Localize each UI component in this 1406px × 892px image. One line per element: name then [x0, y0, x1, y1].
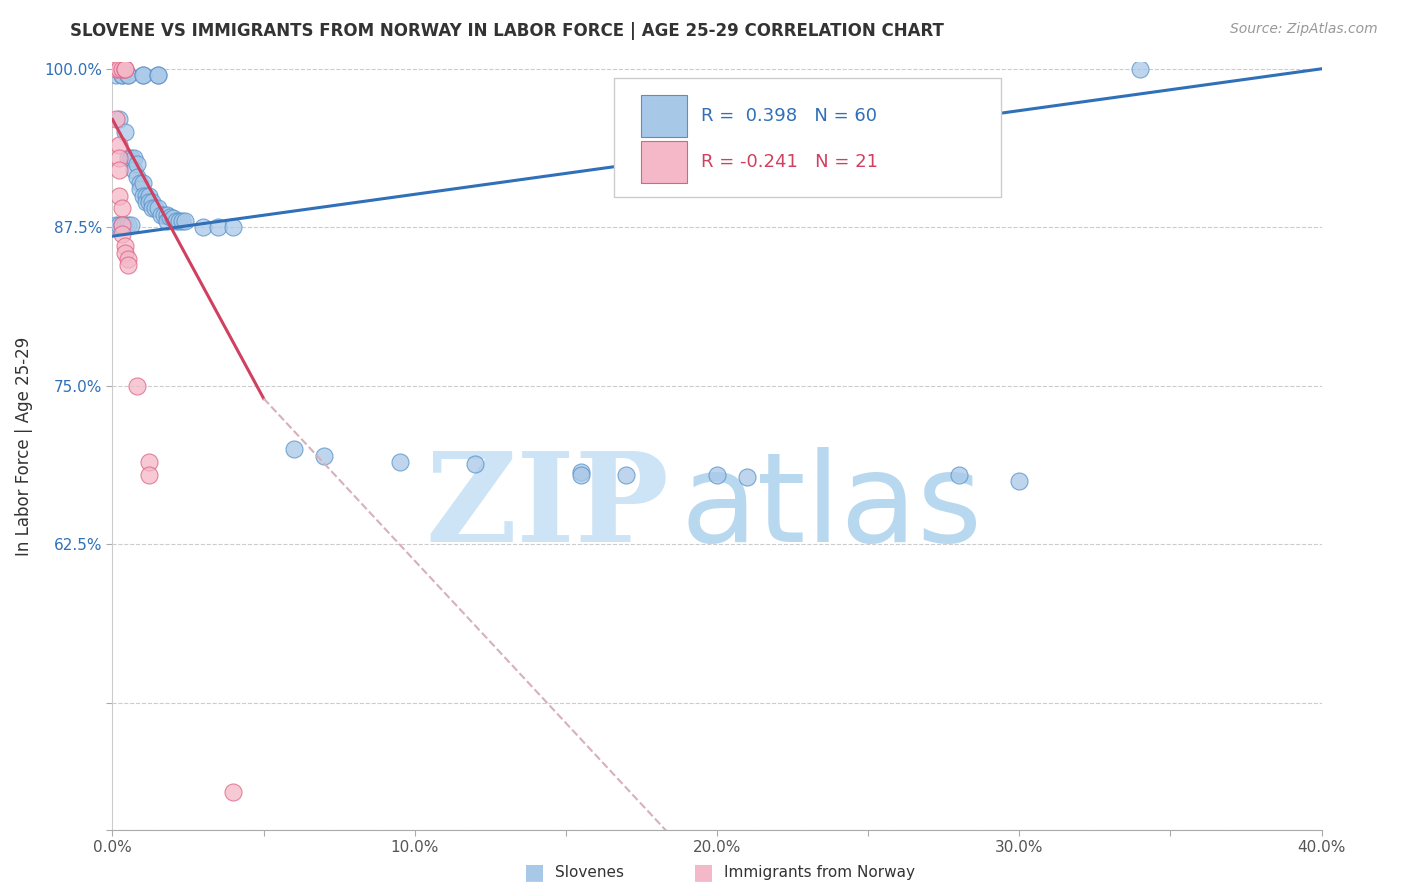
- Point: [117, 68, 139, 82]
- Point: [110, 68, 132, 82]
- Bar: [641, 141, 686, 183]
- Point: [138, 455, 160, 469]
- Point: [948, 467, 970, 482]
- Point: [132, 188, 155, 202]
- Point: [207, 220, 229, 235]
- Point: [167, 214, 190, 228]
- Point: [110, 227, 132, 241]
- Point: [141, 194, 163, 209]
- Point: [569, 467, 592, 482]
- Point: [388, 455, 411, 469]
- Point: [128, 176, 150, 190]
- Point: [110, 201, 132, 215]
- Point: [107, 151, 129, 165]
- Point: [128, 182, 150, 196]
- Point: [107, 188, 129, 202]
- Point: [314, 449, 336, 463]
- Point: [706, 467, 728, 482]
- Point: [283, 442, 305, 457]
- Point: [107, 62, 129, 76]
- Point: [120, 218, 142, 232]
- Point: [135, 188, 157, 202]
- Point: [117, 258, 139, 272]
- Point: [114, 239, 136, 253]
- Point: [114, 218, 136, 232]
- Text: SLOVENE VS IMMIGRANTS FROM NORWAY IN LABOR FORCE | AGE 25-29 CORRELATION CHART: SLOVENE VS IMMIGRANTS FROM NORWAY IN LAB…: [70, 22, 945, 40]
- Point: [146, 68, 169, 82]
- Bar: [641, 95, 686, 137]
- Point: [104, 68, 127, 82]
- Point: [162, 211, 184, 226]
- Point: [125, 169, 148, 184]
- Point: [143, 201, 166, 215]
- Point: [191, 220, 214, 235]
- Point: [222, 784, 245, 798]
- Text: Slovenes: Slovenes: [555, 865, 624, 880]
- Point: [107, 163, 129, 178]
- Point: [104, 112, 127, 127]
- Text: R = -0.241   N = 21: R = -0.241 N = 21: [702, 153, 879, 171]
- Point: [107, 137, 129, 152]
- Text: ■: ■: [524, 863, 544, 882]
- Point: [117, 218, 139, 232]
- Point: [107, 218, 129, 232]
- Point: [114, 62, 136, 76]
- Point: [125, 157, 148, 171]
- Text: Immigrants from Norway: Immigrants from Norway: [724, 865, 915, 880]
- Point: [146, 68, 169, 82]
- Point: [104, 62, 127, 76]
- Point: [616, 467, 638, 482]
- Point: [114, 125, 136, 139]
- Point: [153, 208, 176, 222]
- Point: [132, 176, 155, 190]
- Point: [114, 245, 136, 260]
- Point: [110, 218, 132, 232]
- Point: [117, 252, 139, 266]
- Text: ■: ■: [693, 863, 713, 882]
- Point: [141, 201, 163, 215]
- Point: [114, 62, 136, 76]
- Point: [138, 194, 160, 209]
- Text: ZIP: ZIP: [425, 447, 669, 568]
- Point: [138, 188, 160, 202]
- Point: [464, 458, 486, 472]
- Point: [110, 62, 132, 76]
- Point: [156, 214, 179, 228]
- Point: [165, 214, 187, 228]
- Point: [110, 218, 132, 232]
- Point: [122, 163, 145, 178]
- Point: [156, 208, 179, 222]
- Point: [122, 151, 145, 165]
- Point: [149, 208, 172, 222]
- Point: [1008, 474, 1031, 488]
- Point: [569, 465, 592, 479]
- Point: [737, 470, 759, 484]
- Text: R =  0.398   N = 60: R = 0.398 N = 60: [702, 107, 877, 125]
- Point: [174, 214, 197, 228]
- Point: [146, 201, 169, 215]
- Point: [132, 68, 155, 82]
- Point: [120, 151, 142, 165]
- Point: [159, 210, 181, 224]
- Point: [117, 68, 139, 82]
- Y-axis label: In Labor Force | Age 25-29: In Labor Force | Age 25-29: [15, 336, 32, 556]
- Point: [138, 467, 160, 482]
- Point: [1129, 62, 1152, 76]
- Point: [170, 214, 193, 228]
- FancyBboxPatch shape: [614, 78, 1001, 197]
- Point: [132, 68, 155, 82]
- Point: [104, 218, 127, 232]
- Point: [222, 220, 245, 235]
- Text: atlas: atlas: [681, 447, 983, 568]
- Point: [117, 151, 139, 165]
- Point: [135, 194, 157, 209]
- Text: Source: ZipAtlas.com: Source: ZipAtlas.com: [1230, 22, 1378, 37]
- Point: [107, 112, 129, 127]
- Point: [110, 68, 132, 82]
- Point: [125, 378, 148, 392]
